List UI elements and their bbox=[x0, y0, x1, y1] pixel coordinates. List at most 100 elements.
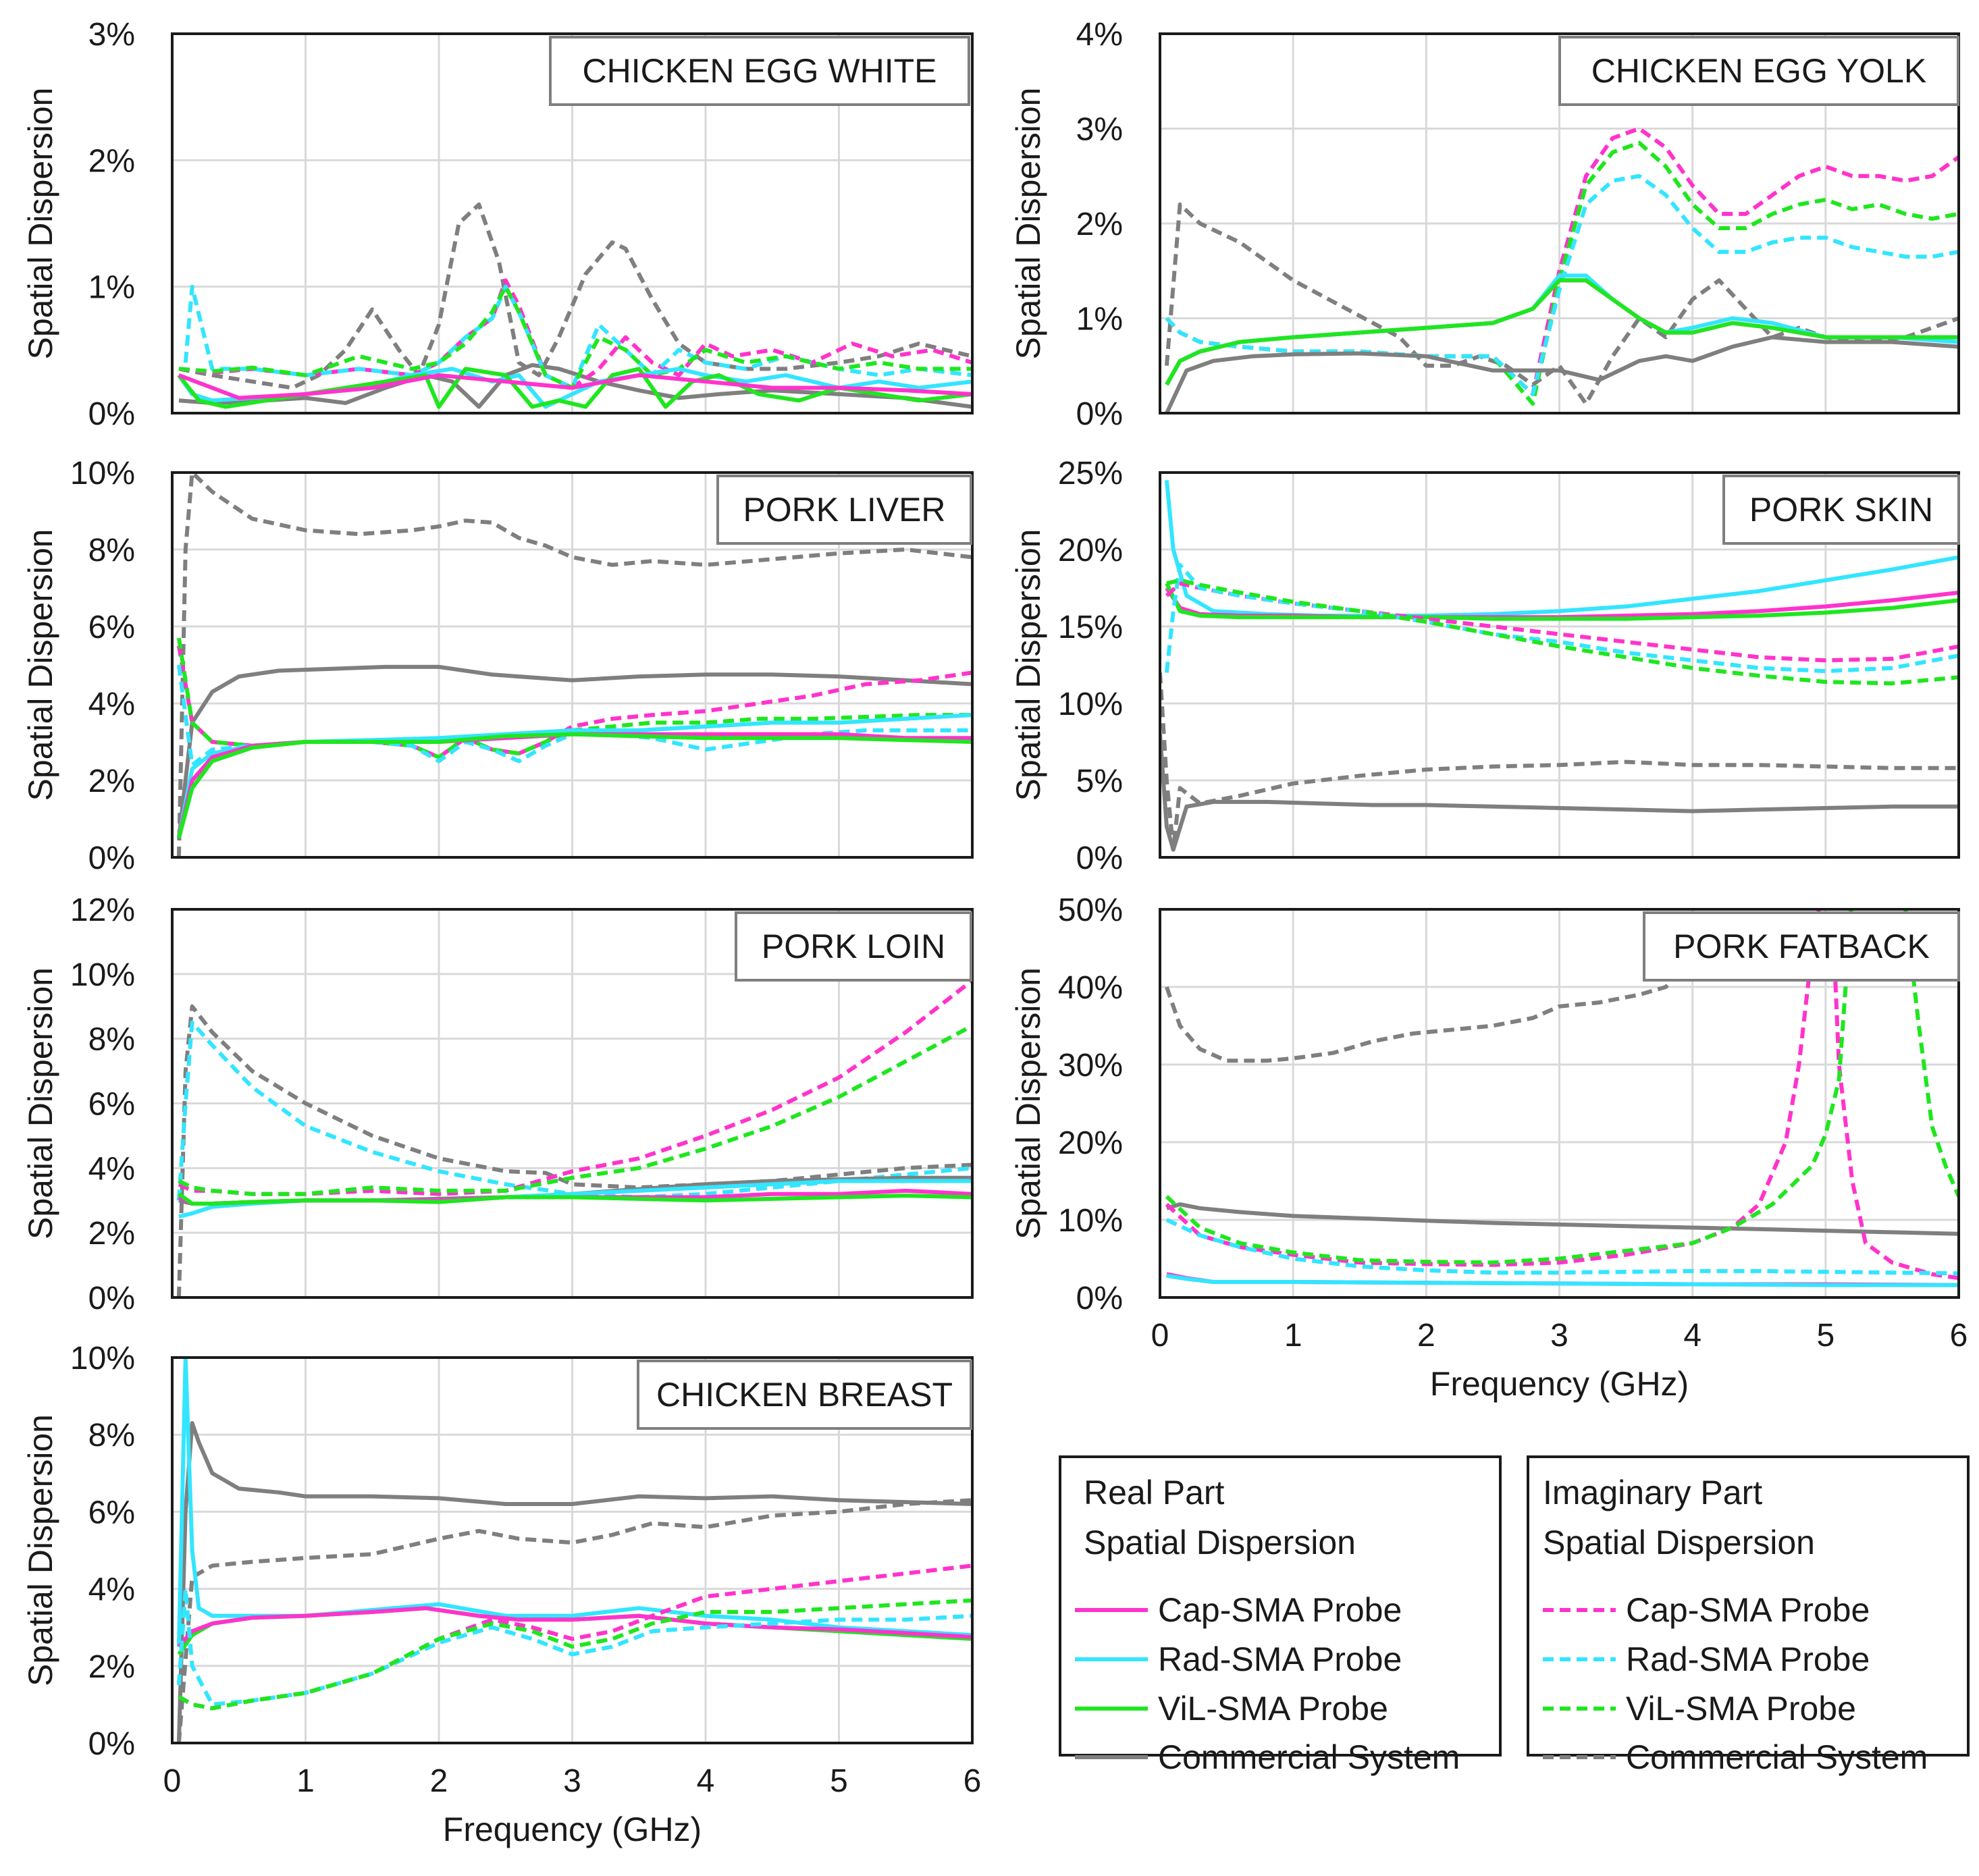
y-tick-label: 4% bbox=[88, 687, 135, 722]
x-tick-label: 2 bbox=[430, 1763, 448, 1799]
plot-frame bbox=[171, 471, 974, 859]
y-tick-label: 0% bbox=[88, 840, 135, 876]
y-tick-label: 8% bbox=[88, 1418, 135, 1453]
chart-title: CHICKEN EGG WHITE bbox=[582, 52, 936, 90]
y-tick-label: 0% bbox=[1076, 1281, 1123, 1316]
y-tick-label: 2% bbox=[88, 1216, 135, 1252]
legend-real-rad-label: Rad-SMA Probe bbox=[1158, 1640, 1402, 1678]
y-tick-label: 50% bbox=[1058, 892, 1123, 928]
y-tick-label: 2% bbox=[88, 1649, 135, 1685]
series-group bbox=[176, 979, 972, 1297]
series-group bbox=[1164, 126, 1959, 413]
legend-imaginary-vil-label: ViL-SMA Probe bbox=[1626, 1690, 1856, 1727]
chart-title-box bbox=[1558, 36, 1959, 106]
x-tick-label: 4 bbox=[1683, 1318, 1701, 1354]
x-tick-label: 2 bbox=[1417, 1318, 1435, 1354]
series-vil-sma-probe-real bbox=[1165, 582, 1959, 621]
y-tick-label: 10% bbox=[1058, 687, 1123, 722]
chart-title: PORK LIVER bbox=[743, 491, 945, 529]
legend-imaginary: Imaginary Part Spatial Dispersion Cap-SM… bbox=[1527, 1455, 1970, 1776]
y-tick-label: 8% bbox=[88, 1022, 135, 1058]
legend-imaginary-rad-label: Rad-SMA Probe bbox=[1626, 1640, 1870, 1678]
series-commercial-system-real bbox=[1160, 734, 1959, 852]
y-tick-label: 10% bbox=[70, 1341, 135, 1376]
series-vil-sma-probe-imaginary bbox=[178, 284, 972, 390]
legend-imaginary-header-line1: Imaginary Part bbox=[1543, 1474, 1762, 1511]
x-tick-label: 6 bbox=[964, 1763, 982, 1799]
series-commercial-system-real bbox=[1165, 335, 1959, 413]
x-tick-label: 4 bbox=[697, 1763, 715, 1799]
series-commercial-system-imaginary bbox=[178, 202, 972, 390]
chart-title-box bbox=[637, 1360, 972, 1430]
series-rad-sma-probe-imaginary bbox=[1164, 562, 1959, 674]
y-tick-label: 0% bbox=[1076, 840, 1123, 876]
series-rad-sma-probe-imaginary bbox=[1165, 1218, 1959, 1276]
series-vil-sma-probe-imaginary bbox=[178, 1023, 972, 1196]
series-commercial-system-imaginary bbox=[176, 473, 972, 857]
series-commercial-system-imaginary bbox=[1165, 970, 1681, 1063]
plot-frame bbox=[1159, 471, 1960, 859]
y-tick-label: 2% bbox=[88, 143, 135, 179]
y-axis-label: Spatial Dispersion bbox=[1009, 967, 1047, 1239]
series-rad-sma-probe-real bbox=[1164, 480, 1959, 618]
y-tick-label: 4% bbox=[88, 1572, 135, 1608]
series-group bbox=[176, 473, 972, 857]
y-tick-label: 10% bbox=[1058, 1203, 1123, 1239]
y-tick-label: 4% bbox=[1076, 17, 1123, 53]
series-cap-sma-probe-real bbox=[178, 373, 972, 400]
legend-real-header-line1: Real Part bbox=[1084, 1474, 1225, 1511]
plot-frame bbox=[171, 32, 974, 414]
x-tick-label: 0 bbox=[163, 1763, 182, 1799]
chart-pork-fatback: 0% 10% 20% 30% 40% 50% 0 1 2 3 4 5 6 Frequency (GHz) S… bbox=[1009, 892, 1968, 1403]
chart-chicken-egg-yolk: 0% 1% 2% 3% 4% Spatial Dispersion CHICKEN EGG … bbox=[1009, 17, 1960, 432]
x-tick-label: 1 bbox=[1284, 1318, 1302, 1354]
chart-title: PORK LOIN bbox=[762, 928, 945, 965]
legend-real-commercial-label: Commercial System bbox=[1158, 1738, 1460, 1776]
x-tick-label: 5 bbox=[830, 1763, 848, 1799]
plot-frame bbox=[171, 1356, 974, 1744]
legend-imaginary-commercial-label: Commercial System bbox=[1626, 1738, 1928, 1776]
y-tick-label: 10% bbox=[70, 456, 135, 491]
series-group bbox=[1160, 480, 1959, 852]
chart-title-box bbox=[1643, 911, 1960, 982]
series-commercial-system-real bbox=[176, 664, 972, 838]
y-tick-label: 25% bbox=[1058, 456, 1123, 491]
series-rad-sma-probe-imaginary bbox=[176, 1020, 972, 1201]
legend-real: Real Part Spatial Dispersion Cap-SMA Pro… bbox=[1059, 1455, 1502, 1776]
series-cap-sma-probe-imaginary bbox=[1165, 909, 1959, 1281]
chart-pork-skin: 0% 5% 10% 15% 20% 25% Spatial Dispersion PORK S… bbox=[1009, 456, 1960, 876]
series-vil-sma-probe-real bbox=[177, 732, 972, 839]
y-tick-label: 1% bbox=[88, 270, 135, 306]
y-tick-label: 6% bbox=[88, 1495, 135, 1530]
y-tick-label: 3% bbox=[1076, 112, 1123, 148]
x-axis-label: Frequency (GHz) bbox=[1430, 1365, 1689, 1403]
y-tick-label: 2% bbox=[1076, 207, 1123, 242]
series-cap-sma-probe-imaginary bbox=[178, 1563, 972, 1711]
y-tick-label: 8% bbox=[88, 533, 135, 568]
legend-real-vil-label: ViL-SMA Probe bbox=[1158, 1690, 1388, 1727]
chart-title: PORK FATBACK bbox=[1673, 928, 1930, 965]
y-tick-label: 12% bbox=[70, 892, 135, 928]
x-tick-label: 3 bbox=[563, 1763, 581, 1799]
series-commercial-system-imaginary bbox=[176, 1498, 972, 1743]
y-tick-label: 3% bbox=[88, 17, 135, 53]
x-tick-label: 3 bbox=[1550, 1318, 1568, 1354]
series-rad-sma-probe-imaginary bbox=[176, 1586, 972, 1707]
chart-pork-liver: 0% 2% 4% 6% 8% 10% Spatial Dispersion PORK LIVE… bbox=[22, 456, 974, 876]
y-tick-label: 15% bbox=[1058, 610, 1123, 645]
chart-title-box bbox=[1722, 475, 1960, 545]
series-cap-sma-probe-real bbox=[177, 1606, 972, 1649]
legend-real-header-line2: Spatial Dispersion bbox=[1084, 1524, 1356, 1561]
chart-pork-loin: 0% 2% 4% 6% 8% 10% 12% Spatial Dispersion PORK L… bbox=[22, 892, 974, 1316]
y-tick-label: 1% bbox=[1076, 302, 1123, 338]
chart-title-box bbox=[549, 36, 970, 106]
y-axis-label: Spatial Dispersion bbox=[22, 1414, 59, 1686]
y-tick-label: 0% bbox=[1076, 396, 1123, 432]
legend-imaginary-header-line2: Spatial Dispersion bbox=[1543, 1524, 1815, 1561]
y-tick-label: 5% bbox=[1076, 763, 1123, 799]
series-rad-sma-probe-imaginary bbox=[1165, 173, 1959, 396]
series-commercial-system-real bbox=[1166, 1202, 1959, 1236]
y-tick-label: 2% bbox=[88, 763, 135, 799]
x-axis-label: Frequency (GHz) bbox=[443, 1811, 702, 1848]
x-tick-label: 1 bbox=[296, 1763, 315, 1799]
